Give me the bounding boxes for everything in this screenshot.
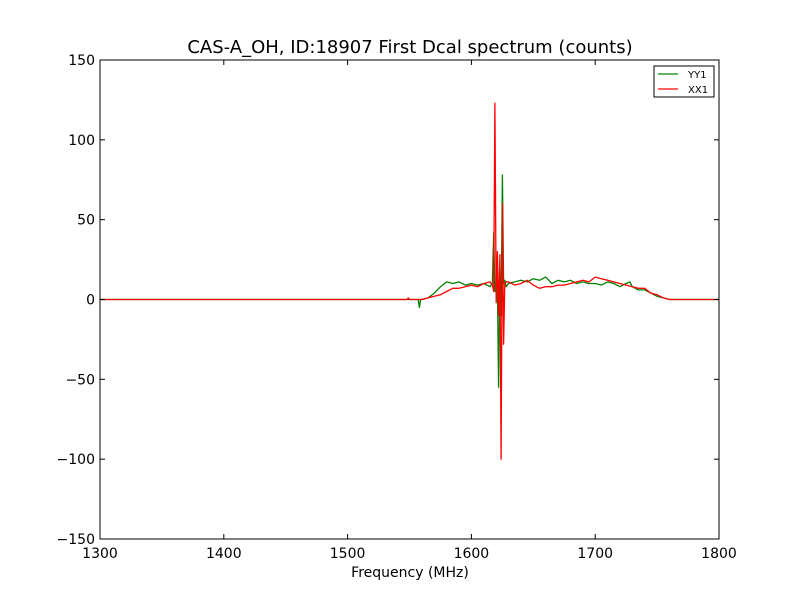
x-tick-label: 1700 <box>577 546 613 562</box>
x-tick-label: 1400 <box>206 546 242 562</box>
x-tick-label: 1300 <box>82 546 118 562</box>
y-tick-label: −50 <box>65 372 95 388</box>
y-axis: −150 −100 −50 0 50 100 150 <box>57 53 719 548</box>
y-tick-label: 0 <box>86 293 95 309</box>
y-tick-label: −150 <box>57 532 95 548</box>
x-tick-label: 1500 <box>330 546 366 562</box>
legend: YY1 XX1 <box>653 65 715 98</box>
y-tick-label: 100 <box>68 133 95 149</box>
x-axis-label: Frequency (MHz) <box>351 565 469 581</box>
y-tick-label: 150 <box>68 53 95 69</box>
plot-lines <box>100 102 719 460</box>
chart-title: CAS-A_OH, ID:18907 First Dcal spectrum (… <box>187 37 632 58</box>
legend-label-yy1: YY1 <box>687 70 707 81</box>
x-tick-label: 1600 <box>454 546 490 562</box>
series-line-xx1 <box>100 102 719 460</box>
legend-label-xx1: XX1 <box>688 85 708 96</box>
x-axis: 1300 1400 1500 1600 1700 1800 <box>82 60 737 562</box>
legend-box <box>653 65 715 98</box>
y-tick-label: 50 <box>77 213 95 229</box>
y-tick-label: −100 <box>57 452 95 468</box>
series-line-yy1 <box>100 174 719 388</box>
x-tick-label: 1800 <box>701 546 737 562</box>
